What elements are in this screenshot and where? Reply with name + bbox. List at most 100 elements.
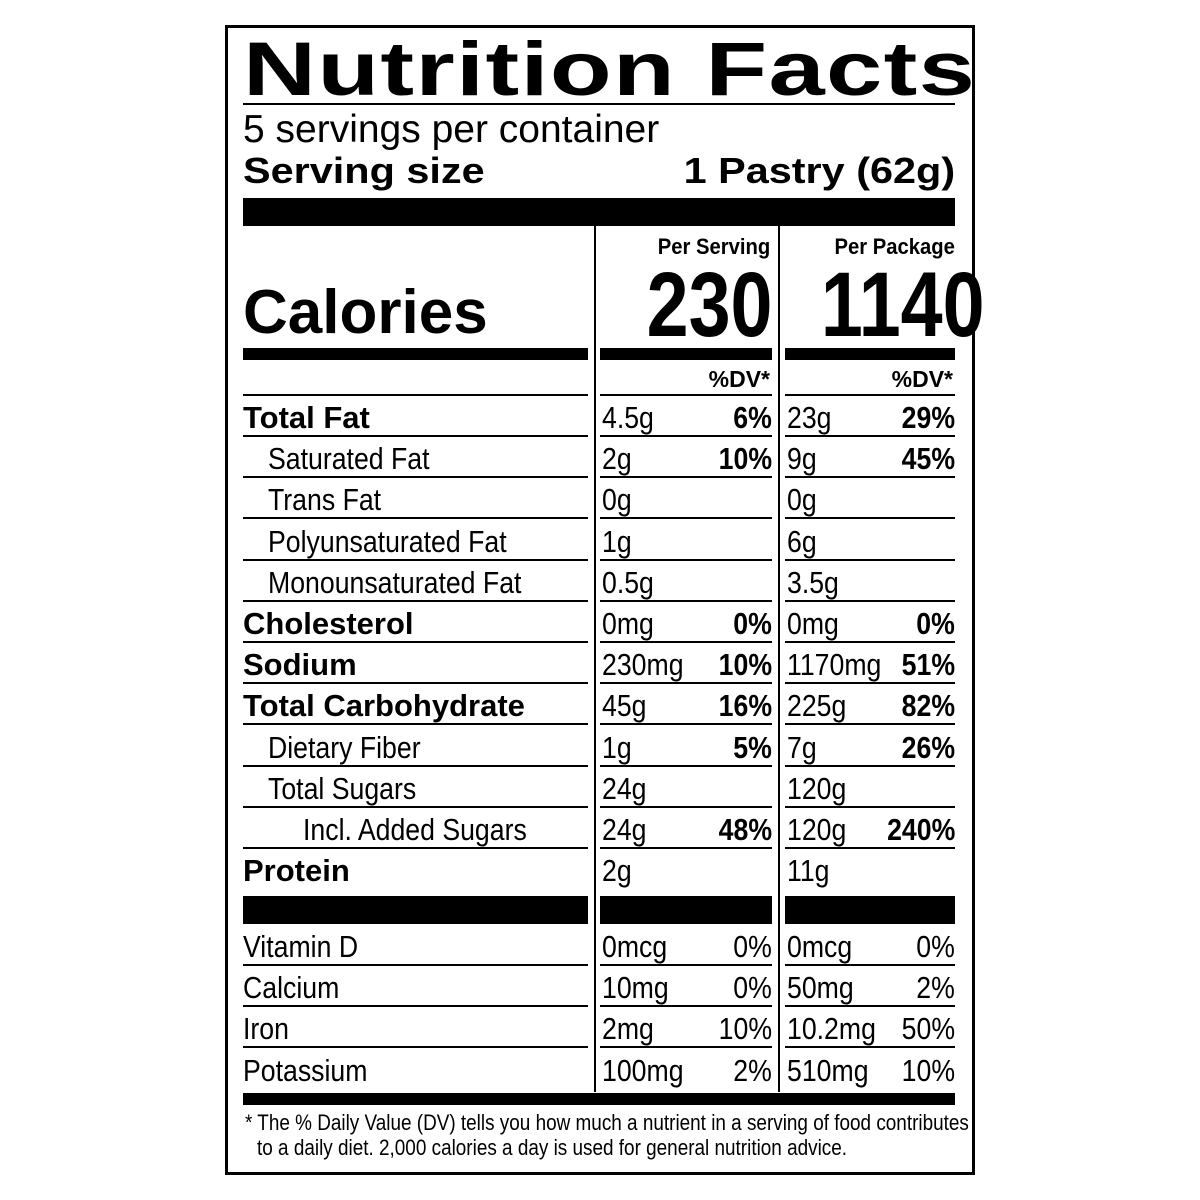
per-package-cell: 6g [785, 522, 955, 561]
nutrient-row-label: Trans Fat [243, 480, 588, 519]
nutrient-row-label: Iron [243, 1009, 588, 1048]
per-serving-cell: 100mg 2% [600, 1051, 772, 1090]
dv-header-serving-text: %DV* [708, 366, 770, 392]
package-dv: 45% [901, 441, 955, 476]
vitamin-bar-3 [785, 896, 955, 924]
package-amount: 225g [787, 688, 847, 723]
calories-bar-1 [243, 348, 588, 360]
dv-line-2 [600, 394, 772, 396]
vitamin-bar-2 [600, 896, 772, 924]
per-serving-cell: 0g [600, 480, 772, 519]
serving-amount: 2g [602, 441, 632, 476]
per-package-cell: 510mg 10% [785, 1051, 955, 1090]
per-package-cell: 9g 45% [785, 439, 955, 478]
title-divider [243, 103, 955, 105]
serving-amount: 24g [602, 812, 647, 847]
per-serving-cell: 0mcg 0% [600, 927, 772, 966]
calories-bar-2 [600, 348, 772, 360]
nutrient-row-label: Saturated Fat [243, 439, 588, 478]
nutrient-row-label: Vitamin D [243, 927, 588, 966]
nutrient-name: Monounsaturated Fat [268, 565, 522, 600]
per-serving-cell: 230mg 10% [600, 645, 772, 684]
column-divider-2 [778, 226, 780, 1092]
per-serving-cell: 4.5g 6% [600, 398, 772, 437]
package-amount: 0mg [787, 606, 839, 641]
per-package-cell: 120g 240% [785, 810, 955, 849]
nutrient-row-label: Polyunsaturated Fat [243, 522, 588, 561]
nutrient-name: Trans Fat [268, 482, 382, 517]
per-serving-cell: 10mg 0% [600, 968, 772, 1007]
dv-header-package: %DV* [785, 365, 953, 393]
package-amount: 7g [787, 730, 817, 765]
package-amount: 11g [787, 853, 830, 888]
serving-dv: 48% [718, 812, 772, 847]
nutrient-name: Iron [243, 1011, 289, 1046]
per-serving-cell: 2g [600, 851, 772, 890]
nutrient-row-label: Protein [243, 851, 588, 890]
serving-dv: 10% [718, 647, 772, 682]
package-amount: 120g [787, 812, 847, 847]
serving-size-row: Serving size 1 Pastry (62g) [243, 150, 955, 192]
serving-amount: 0mg [602, 606, 654, 641]
calories-bar-3 [785, 348, 955, 360]
per-package-cell: 0mg 0% [785, 604, 955, 643]
per-package-cell: 0mcg 0% [785, 927, 955, 966]
calories-per-serving-value: 230 [646, 254, 772, 356]
per-serving-cell: 2mg 10% [600, 1009, 772, 1048]
serving-amount: 100mg [602, 1053, 684, 1088]
nutrient-name: Dietary Fiber [268, 730, 421, 765]
nutrient-name: Total Carbohydrate [243, 688, 525, 723]
package-amount: 1170mg [787, 647, 882, 682]
serving-dv: 0% [733, 929, 772, 964]
nutrient-name: Saturated Fat [268, 441, 430, 476]
dv-header-serving: %DV* [600, 365, 770, 393]
serving-size-label: Serving size [243, 150, 485, 191]
column-divider-1 [594, 226, 596, 1092]
per-serving-header-text: Per Serving [657, 234, 770, 259]
package-dv: 10% [901, 1053, 955, 1088]
package-amount: 0g [787, 482, 817, 517]
calories-label-text: Calories [243, 278, 488, 347]
per-serving-cell: 1g [600, 522, 772, 561]
nutrient-name: Total Fat [243, 400, 370, 435]
serving-amount: 0.5g [602, 565, 654, 600]
package-dv: 2% [916, 970, 955, 1005]
package-amount: 510mg [787, 1053, 869, 1088]
nutrient-name: Vitamin D [243, 929, 359, 964]
per-serving-cell: 0.5g [600, 563, 772, 602]
nutrient-row-label: Incl. Added Sugars [243, 810, 588, 849]
package-amount: 9g [787, 441, 817, 476]
per-package-cell: 3.5g [785, 563, 955, 602]
nutrient-row-label: Total Sugars [243, 769, 588, 808]
package-dv: 0% [916, 929, 955, 964]
footnote: * The % Daily Value (DV) tells you how m… [245, 1110, 1087, 1160]
serving-dv: 10% [718, 441, 772, 476]
nutrient-name: Potassium [243, 1053, 368, 1088]
label-title: Nutrition Facts [243, 30, 975, 110]
serving-amount: 230mg [602, 647, 684, 682]
dv-line-3 [785, 394, 955, 396]
nutrient-name: Sodium [243, 647, 357, 682]
package-dv: 82% [901, 688, 955, 723]
calories-per-package: 1140 [785, 259, 985, 351]
package-dv: 240% [886, 812, 955, 847]
thick-divider-bottom [243, 1093, 955, 1105]
per-serving-cell: 45g 16% [600, 686, 772, 725]
package-amount: 0mcg [787, 929, 853, 964]
per-serving-cell: 24g 48% [600, 810, 772, 849]
nutrient-name: Calcium [243, 970, 340, 1005]
serving-dv: 0% [733, 606, 772, 641]
serving-amount: 10mg [602, 970, 669, 1005]
nutrient-row-label: Potassium [243, 1051, 588, 1090]
per-package-cell: 50mg 2% [785, 968, 955, 1007]
per-package-cell: 11g [785, 851, 955, 890]
nutrient-name: Cholesterol [243, 606, 414, 641]
dv-header-package-text: %DV* [891, 366, 953, 392]
per-package-cell: 23g 29% [785, 398, 955, 437]
per-package-cell: 225g 82% [785, 686, 955, 725]
serving-amount: 2mg [602, 1011, 654, 1046]
nutrient-row-label: Cholesterol [243, 604, 588, 643]
per-serving-cell: 2g 10% [600, 439, 772, 478]
package-amount: 6g [787, 524, 817, 559]
per-serving-header: Per Serving [600, 234, 770, 260]
